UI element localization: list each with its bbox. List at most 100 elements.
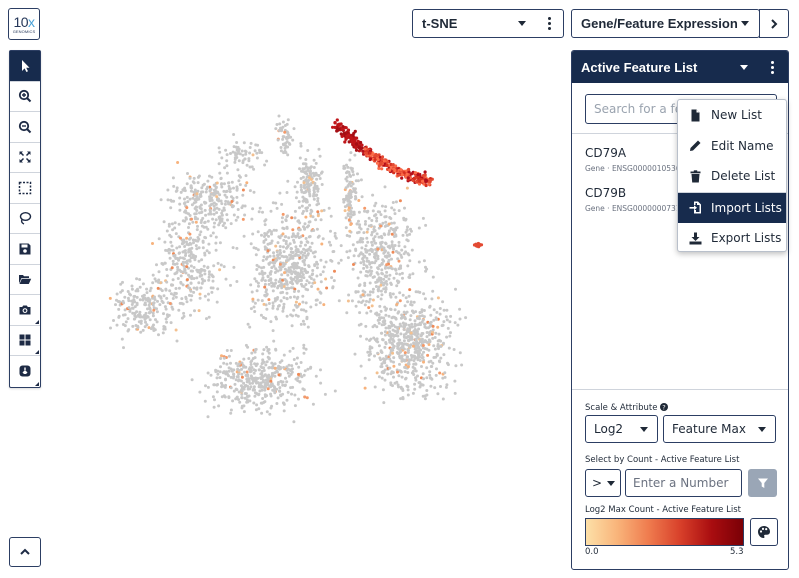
color-palette-button[interactable] bbox=[750, 518, 778, 546]
cell-point bbox=[278, 252, 282, 256]
menu-item-import-lists[interactable]: Import Lists bbox=[678, 192, 786, 223]
cell-point bbox=[224, 199, 228, 203]
operator-select[interactable]: > bbox=[585, 469, 621, 497]
cell-point bbox=[422, 309, 426, 312]
cell-point bbox=[238, 183, 242, 187]
projection-select-value: t-SNE bbox=[422, 16, 458, 31]
cell-point bbox=[394, 268, 398, 272]
box-select-button[interactable] bbox=[10, 173, 40, 204]
cell-point bbox=[251, 232, 255, 236]
pencil-icon bbox=[690, 140, 701, 152]
cell-point bbox=[430, 297, 434, 301]
cell-point bbox=[281, 226, 285, 230]
cell-point bbox=[178, 268, 181, 272]
cell-point bbox=[382, 283, 385, 287]
kebab-menu-icon[interactable] bbox=[762, 60, 782, 74]
cell-point bbox=[363, 303, 367, 307]
cell-point bbox=[197, 246, 201, 250]
cell-point bbox=[218, 221, 222, 225]
attribute-select[interactable]: Feature Max bbox=[663, 415, 776, 443]
cell-point bbox=[340, 134, 344, 138]
cell-point bbox=[250, 165, 254, 169]
cell-point bbox=[420, 353, 424, 357]
cell-point bbox=[301, 294, 305, 298]
cell-point bbox=[165, 296, 169, 300]
clear-button[interactable] bbox=[10, 356, 40, 387]
menu-item-delete-list[interactable]: Delete List bbox=[678, 161, 786, 192]
cell-point bbox=[404, 376, 408, 380]
cell-point bbox=[178, 208, 182, 212]
cell-point bbox=[350, 206, 353, 210]
cell-point bbox=[242, 381, 246, 385]
screenshot-button[interactable] bbox=[10, 295, 40, 326]
cell-point bbox=[237, 159, 241, 163]
cell-point bbox=[188, 232, 192, 236]
layout-button[interactable] bbox=[10, 326, 40, 356]
cell-point bbox=[306, 367, 310, 371]
cell-point bbox=[359, 364, 363, 368]
cell-point bbox=[346, 203, 350, 207]
cell-point bbox=[406, 176, 410, 180]
cell-point bbox=[187, 248, 191, 252]
cell-point bbox=[401, 358, 405, 362]
count-number-input[interactable] bbox=[625, 469, 742, 497]
cell-point bbox=[368, 339, 371, 342]
mode-select[interactable]: Gene/Feature Expression bbox=[571, 9, 760, 38]
cell-point bbox=[348, 180, 352, 184]
zoom-in-button[interactable] bbox=[10, 82, 40, 112]
cell-point bbox=[220, 395, 224, 399]
cell-point bbox=[401, 346, 405, 350]
cell-point bbox=[299, 183, 303, 187]
cell-point bbox=[390, 206, 394, 210]
cell-point bbox=[411, 344, 415, 348]
menu-item-label: Export Lists bbox=[711, 231, 782, 246]
menu-item-new-list[interactable]: New List bbox=[678, 100, 786, 131]
cell-point bbox=[380, 293, 384, 297]
cell-point bbox=[380, 236, 384, 240]
filter-button[interactable] bbox=[748, 469, 777, 497]
fit-view-button[interactable] bbox=[10, 143, 40, 173]
feature-item[interactable]: CD79A Gene · ENSG00000105369 bbox=[585, 146, 685, 173]
feature-item[interactable]: CD79B Gene · ENSG00000007312 bbox=[585, 186, 685, 213]
next-panel-button[interactable] bbox=[759, 9, 789, 38]
cell-point bbox=[155, 263, 158, 267]
lasso-select-button[interactable] bbox=[10, 204, 40, 234]
collapse-panel-button[interactable] bbox=[9, 537, 41, 567]
logo-subtext: GENOMICS bbox=[12, 28, 36, 34]
kebab-menu-icon[interactable] bbox=[539, 17, 559, 30]
chevron-down-icon[interactable] bbox=[740, 64, 748, 70]
select-tool-button[interactable] bbox=[10, 51, 40, 82]
open-button[interactable] bbox=[10, 265, 40, 295]
cell-point bbox=[384, 220, 388, 224]
cell-point bbox=[203, 294, 207, 298]
cell-point bbox=[165, 274, 169, 278]
cell-point bbox=[344, 126, 348, 130]
save-button[interactable] bbox=[10, 234, 40, 265]
help-icon[interactable]: ? bbox=[660, 403, 669, 411]
cell-point bbox=[362, 266, 366, 270]
cell-point bbox=[217, 199, 221, 203]
menu-item-edit-name[interactable]: Edit Name bbox=[678, 131, 786, 162]
zoom-out-button[interactable] bbox=[10, 112, 40, 143]
cell-point bbox=[319, 280, 323, 284]
menu-item-label: New List bbox=[711, 108, 762, 123]
menu-item-export-lists[interactable]: Export Lists bbox=[678, 223, 786, 254]
cell-point bbox=[198, 233, 202, 237]
cell-point bbox=[396, 330, 400, 334]
cell-point bbox=[253, 301, 257, 305]
cell-point bbox=[337, 299, 341, 303]
cell-point bbox=[390, 316, 394, 320]
cell-point bbox=[320, 242, 324, 246]
tsne-scatter-plot[interactable] bbox=[100, 95, 500, 430]
cell-point bbox=[363, 386, 367, 390]
scale-select[interactable]: Log2 bbox=[585, 415, 658, 443]
cell-point bbox=[169, 292, 173, 296]
cell-point bbox=[426, 353, 430, 357]
cell-point bbox=[215, 390, 219, 394]
cell-point bbox=[346, 184, 350, 188]
projection-select[interactable]: t-SNE bbox=[412, 9, 564, 38]
cell-point bbox=[219, 357, 223, 360]
cell-point bbox=[358, 240, 362, 244]
cell-point bbox=[212, 204, 216, 208]
panel-header: Active Feature List bbox=[572, 51, 788, 83]
